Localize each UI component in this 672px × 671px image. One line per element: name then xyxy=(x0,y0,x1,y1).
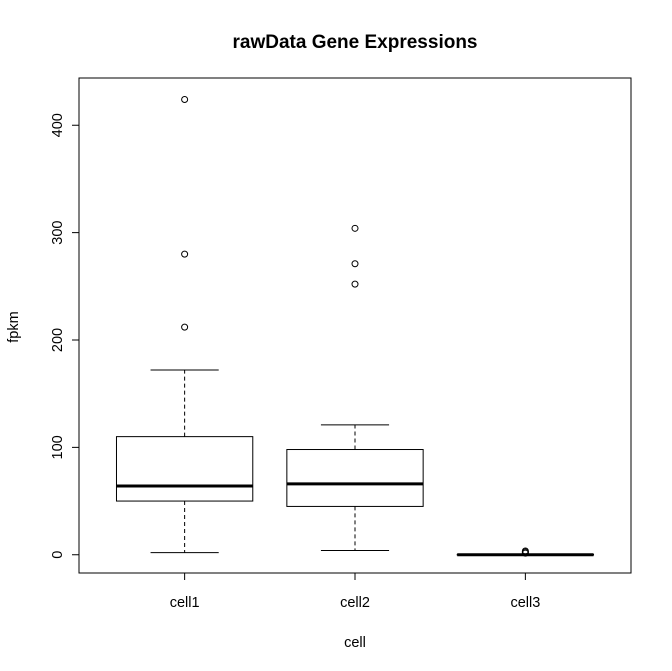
box-cell2 xyxy=(286,449,424,507)
x-tick-label: cell2 xyxy=(340,595,370,611)
box-cell1 xyxy=(115,436,254,502)
x-axis-label: cell xyxy=(344,635,366,651)
outlier-point xyxy=(351,260,359,268)
outlier-point xyxy=(351,280,359,288)
y-tick-label: 100 xyxy=(50,435,66,459)
y-tick-label: 300 xyxy=(50,221,66,245)
y-tick-label: 0 xyxy=(50,551,66,559)
outlier-point xyxy=(351,224,359,232)
y-tick-label: 400 xyxy=(50,113,66,137)
x-tick-label: cell1 xyxy=(170,595,200,611)
outlier-point xyxy=(181,250,189,258)
outlier-point xyxy=(181,95,189,103)
x-tick-label: cell3 xyxy=(510,595,540,611)
chart-title: rawData Gene Expressions xyxy=(233,32,478,53)
plot-area: 0 100 200 300 400 cell1 cell2 cell3 xyxy=(50,77,632,611)
outlier-point xyxy=(181,323,189,331)
y-tick-label: 200 xyxy=(50,328,66,352)
outlier-point xyxy=(521,547,529,555)
y-axis-label: fpkm xyxy=(6,311,22,342)
